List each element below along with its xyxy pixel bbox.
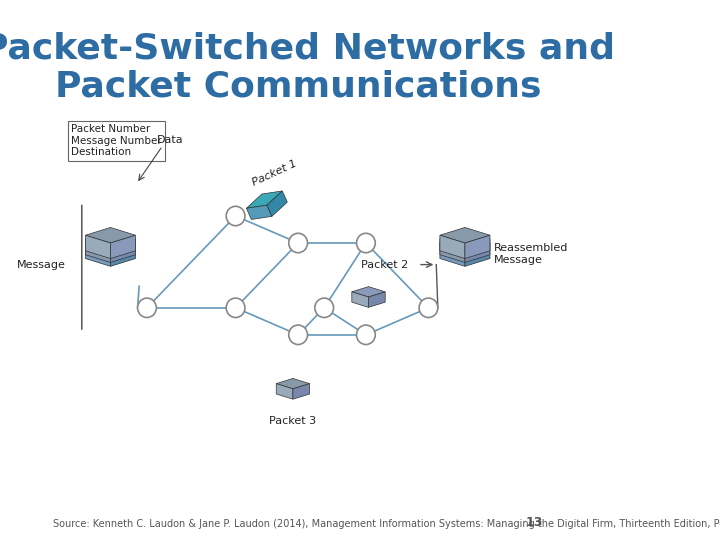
Polygon shape — [369, 292, 385, 307]
Polygon shape — [293, 383, 310, 399]
Polygon shape — [465, 235, 490, 259]
Polygon shape — [110, 235, 135, 259]
Circle shape — [226, 298, 245, 318]
Circle shape — [419, 298, 438, 318]
Polygon shape — [86, 243, 110, 266]
Circle shape — [315, 298, 333, 318]
Polygon shape — [440, 235, 465, 259]
Polygon shape — [440, 235, 490, 251]
Polygon shape — [86, 235, 135, 251]
Polygon shape — [246, 205, 272, 219]
Text: Packet 2: Packet 2 — [361, 260, 408, 269]
Polygon shape — [276, 383, 293, 399]
Polygon shape — [86, 235, 110, 259]
Polygon shape — [246, 191, 282, 208]
Polygon shape — [440, 231, 490, 247]
Polygon shape — [276, 379, 310, 389]
Polygon shape — [440, 243, 465, 266]
Polygon shape — [440, 239, 465, 262]
Circle shape — [138, 298, 156, 318]
Polygon shape — [86, 231, 135, 247]
Polygon shape — [110, 239, 135, 262]
Text: Reassembled
Message: Reassembled Message — [494, 243, 568, 265]
Text: Source: Kenneth C. Laudon & Jane P. Laudon (2014), Management Information System: Source: Kenneth C. Laudon & Jane P. Laud… — [53, 519, 720, 529]
Polygon shape — [440, 227, 490, 243]
Circle shape — [356, 233, 375, 253]
Polygon shape — [465, 239, 490, 262]
Polygon shape — [465, 243, 490, 266]
Circle shape — [226, 206, 245, 226]
Circle shape — [289, 325, 307, 345]
Polygon shape — [352, 287, 385, 297]
Circle shape — [289, 233, 307, 253]
Polygon shape — [86, 239, 110, 262]
Polygon shape — [110, 243, 135, 266]
Polygon shape — [267, 191, 287, 217]
Polygon shape — [86, 227, 135, 243]
Circle shape — [356, 325, 375, 345]
Text: Packet-Switched Networks and: Packet-Switched Networks and — [0, 32, 615, 65]
Text: Message: Message — [17, 260, 66, 269]
Text: Packet 3: Packet 3 — [269, 416, 317, 426]
Text: Data: Data — [157, 136, 184, 145]
Polygon shape — [352, 292, 369, 307]
Text: Packet 1: Packet 1 — [251, 158, 299, 187]
Text: Packet Communications: Packet Communications — [55, 70, 541, 103]
Text: 13: 13 — [526, 516, 543, 529]
Text: Packet Number
Message Number
Destination: Packet Number Message Number Destination — [71, 124, 162, 157]
